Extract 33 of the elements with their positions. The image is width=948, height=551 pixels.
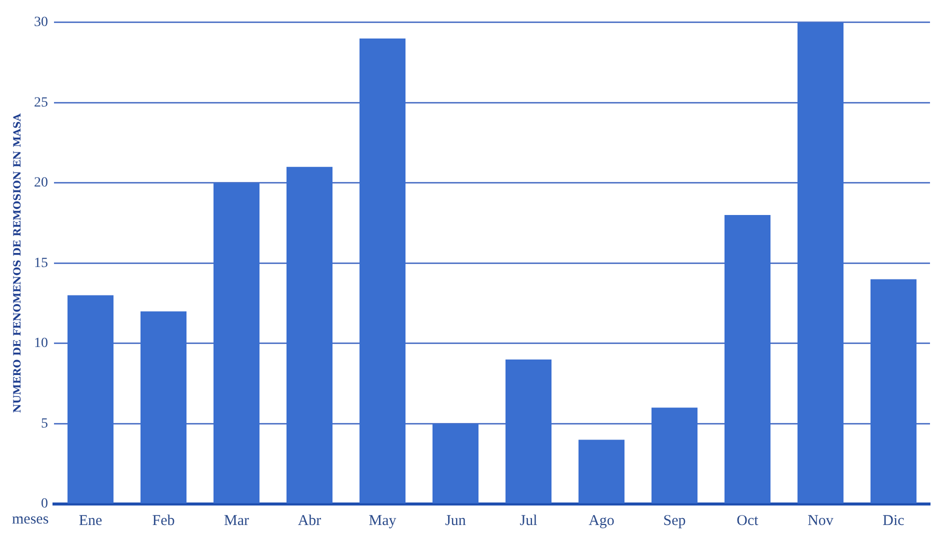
- y-axis-title: NUMERO DE FENOMENOS DE REMOSION EN MASA: [12, 113, 24, 413]
- y-tick-label: 15: [34, 256, 48, 271]
- bar: [68, 295, 114, 504]
- x-tick-label: Jul: [520, 512, 538, 529]
- y-tick-label: 25: [34, 95, 48, 110]
- bar: [870, 279, 916, 504]
- y-tick-label: 5: [41, 416, 48, 432]
- x-tick-label: May: [368, 512, 397, 529]
- bar: [360, 38, 406, 504]
- y-tick-label: 30: [34, 15, 48, 30]
- bar: [140, 311, 186, 504]
- bar: [286, 166, 332, 504]
- bar: [578, 440, 624, 504]
- bar: [652, 408, 698, 504]
- y-tick-label: 20: [34, 176, 48, 191]
- x-tick-label: Abr: [298, 512, 322, 529]
- bar: [432, 424, 478, 504]
- bar: [724, 215, 770, 504]
- x-tick-label: Oct: [736, 512, 760, 529]
- bar: [798, 22, 844, 504]
- x-tick-label: Mar: [224, 512, 249, 529]
- x-tick-label: Sep: [663, 512, 686, 529]
- x-tick-label: Feb: [152, 512, 175, 529]
- x-tick-label: Ago: [588, 512, 614, 529]
- y-tick-label: 10: [34, 336, 48, 352]
- x-tick-label: Ene: [78, 512, 102, 529]
- x-axis-title: meses: [12, 511, 49, 528]
- y-tick-label: 0: [41, 496, 48, 512]
- x-tick-label: Jun: [445, 512, 466, 529]
- bar: [506, 360, 552, 504]
- x-tick-label: Nov: [808, 512, 834, 529]
- bar: [214, 182, 260, 504]
- x-tick-label: Dic: [882, 512, 905, 529]
